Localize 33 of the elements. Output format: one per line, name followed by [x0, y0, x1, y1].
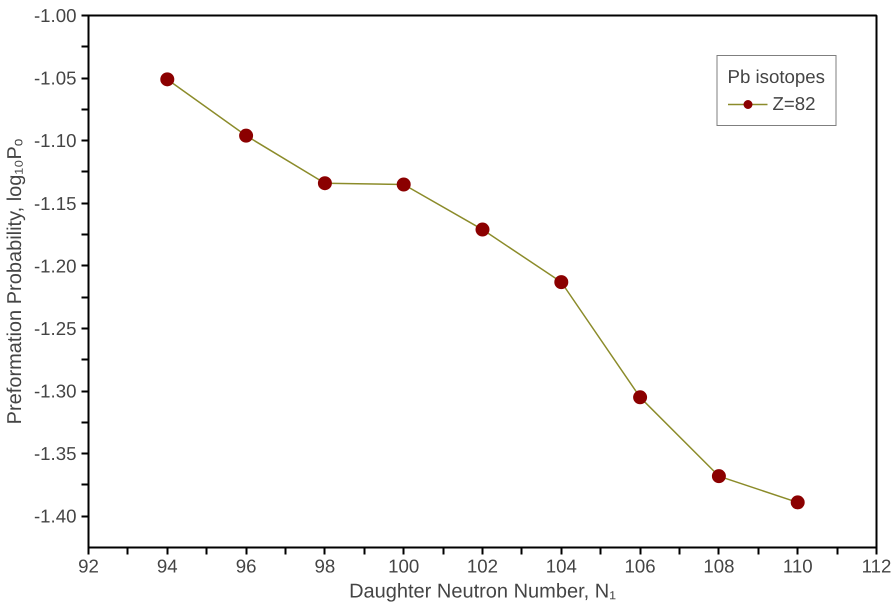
x-axis-title: Daughter Neutron Number, N₁: [349, 580, 616, 602]
point: [239, 128, 254, 143]
point: [476, 222, 490, 237]
y-tick-label: -1.25: [34, 318, 77, 339]
x-tick-label: 98: [314, 556, 336, 576]
y-tick-label: -1.20: [34, 255, 77, 276]
point: [790, 495, 805, 510]
y-tick-label: -1.00: [34, 5, 77, 26]
x-tick-label: 102: [466, 556, 498, 576]
x-tick-label: 92: [78, 556, 99, 576]
point: [160, 72, 174, 86]
y-tick-label: -1.10: [34, 130, 77, 152]
point: [554, 275, 568, 290]
point: [318, 176, 332, 190]
x-tick-label: 104: [546, 556, 577, 576]
y-axis-title: Preformation Probability, log₁₀Pₒ: [4, 138, 26, 424]
point: [712, 469, 726, 484]
x-tick-label: 108: [703, 556, 734, 576]
legend-title: Pb isotopes: [728, 66, 825, 88]
x-tick-label: 106: [624, 556, 656, 576]
y-tick-label: -1.15: [34, 192, 77, 214]
point: [633, 390, 648, 404]
x-tick-label: 94: [156, 556, 178, 576]
legend-label: Z=82: [772, 93, 816, 115]
x-tick-label: 110: [782, 556, 813, 576]
y-tick-label: -1.35: [34, 443, 77, 464]
x-tick-label: 96: [236, 556, 256, 576]
y-tick-label: -1.05: [34, 68, 77, 89]
x-tick-label: 112: [862, 556, 892, 576]
point: [396, 178, 411, 192]
y-tick-label: -1.40: [34, 506, 77, 527]
x-tick-label: 100: [388, 556, 420, 576]
y-tick-label: -1.30: [34, 380, 77, 402]
